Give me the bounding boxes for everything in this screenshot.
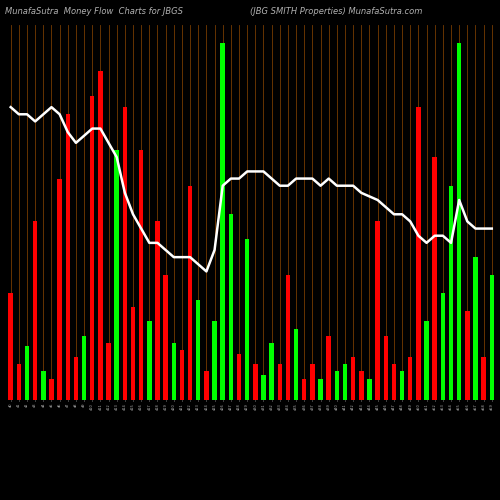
Bar xyxy=(122,107,127,400)
Bar xyxy=(220,43,225,400)
Bar xyxy=(286,275,290,400)
Bar xyxy=(139,150,143,400)
Bar xyxy=(49,378,54,400)
Bar xyxy=(245,240,250,400)
Bar xyxy=(41,372,46,400)
Bar xyxy=(228,214,233,400)
Bar xyxy=(131,307,136,400)
Bar xyxy=(334,372,339,400)
Bar xyxy=(155,222,160,400)
Bar xyxy=(114,150,119,400)
Bar xyxy=(400,372,404,400)
Text: MunafaSutra  Money Flow  Charts for JBGS: MunafaSutra Money Flow Charts for JBGS xyxy=(5,8,183,16)
Bar xyxy=(82,336,86,400)
Text: (JBG SMITH Properties) MunafaSutra.com: (JBG SMITH Properties) MunafaSutra.com xyxy=(250,8,422,16)
Bar xyxy=(351,357,356,400)
Bar xyxy=(74,357,78,400)
Bar xyxy=(16,364,21,400)
Bar xyxy=(465,310,469,400)
Bar xyxy=(58,178,62,400)
Bar xyxy=(196,300,200,400)
Bar xyxy=(261,375,266,400)
Bar xyxy=(440,293,445,400)
Bar xyxy=(204,372,208,400)
Bar xyxy=(106,343,111,400)
Bar xyxy=(147,322,152,400)
Bar xyxy=(310,364,314,400)
Bar xyxy=(432,157,437,400)
Bar xyxy=(424,322,429,400)
Bar xyxy=(367,378,372,400)
Bar xyxy=(25,346,29,400)
Bar xyxy=(164,275,168,400)
Bar xyxy=(343,364,347,400)
Bar xyxy=(318,378,323,400)
Bar xyxy=(408,357,412,400)
Bar xyxy=(278,364,282,400)
Bar xyxy=(473,257,478,400)
Bar xyxy=(270,343,274,400)
Bar xyxy=(180,350,184,400)
Bar xyxy=(294,328,298,400)
Bar xyxy=(172,343,176,400)
Bar xyxy=(98,72,102,400)
Bar xyxy=(90,96,94,400)
Bar xyxy=(416,107,420,400)
Bar xyxy=(188,186,192,400)
Bar xyxy=(457,43,462,400)
Bar xyxy=(384,336,388,400)
Bar xyxy=(212,322,217,400)
Bar xyxy=(66,114,70,400)
Bar xyxy=(482,357,486,400)
Bar xyxy=(392,364,396,400)
Bar xyxy=(490,275,494,400)
Bar xyxy=(237,354,242,400)
Bar xyxy=(359,372,364,400)
Bar xyxy=(8,293,13,400)
Bar xyxy=(449,186,454,400)
Bar xyxy=(326,336,331,400)
Bar xyxy=(253,364,258,400)
Bar xyxy=(33,222,38,400)
Bar xyxy=(376,222,380,400)
Bar xyxy=(302,378,306,400)
